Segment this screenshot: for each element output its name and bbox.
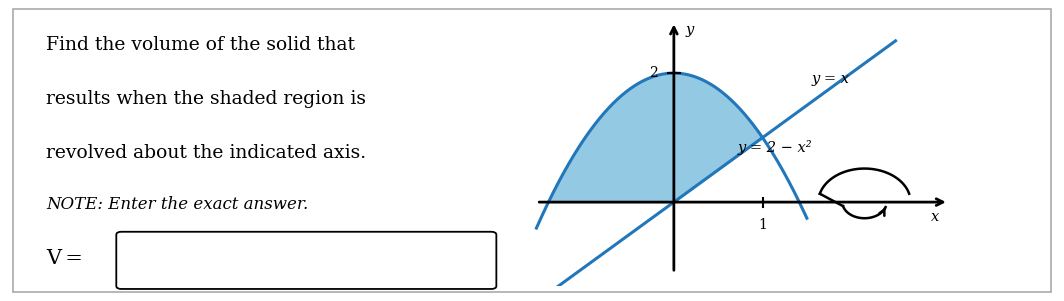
Text: 1: 1: [758, 218, 767, 232]
Text: Find the volume of the solid that: Find the volume of the solid that: [47, 36, 355, 54]
FancyBboxPatch shape: [116, 232, 496, 289]
Text: x: x: [931, 210, 940, 224]
Text: NOTE: Enter the exact answer.: NOTE: Enter the exact answer.: [47, 196, 309, 213]
Text: y = 2 − x²: y = 2 − x²: [737, 140, 812, 155]
Text: V =: V =: [47, 249, 83, 268]
Text: y: y: [685, 23, 694, 37]
Text: 2: 2: [649, 66, 658, 80]
Text: results when the shaded region is: results when the shaded region is: [47, 90, 366, 108]
Text: revolved about the indicated axis.: revolved about the indicated axis.: [47, 144, 366, 163]
Text: y = x: y = x: [811, 72, 849, 86]
